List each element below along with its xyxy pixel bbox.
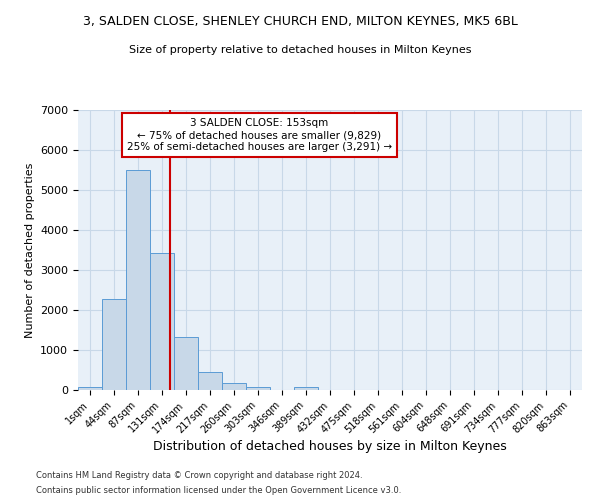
- Bar: [78, 387, 102, 390]
- Text: Contains public sector information licensed under the Open Government Licence v3: Contains public sector information licen…: [36, 486, 401, 495]
- Bar: [150, 253, 174, 390]
- Y-axis label: Number of detached properties: Number of detached properties: [25, 162, 35, 338]
- Text: Contains HM Land Registry data © Crown copyright and database right 2024.: Contains HM Land Registry data © Crown c…: [36, 471, 362, 480]
- Bar: [222, 384, 246, 390]
- Text: Size of property relative to detached houses in Milton Keynes: Size of property relative to detached ho…: [129, 45, 471, 55]
- Bar: [102, 299, 126, 390]
- Text: 3, SALDEN CLOSE, SHENLEY CHURCH END, MILTON KEYNES, MK5 6BL: 3, SALDEN CLOSE, SHENLEY CHURCH END, MIL…: [83, 15, 517, 28]
- X-axis label: Distribution of detached houses by size in Milton Keynes: Distribution of detached houses by size …: [153, 440, 507, 454]
- Text: 3 SALDEN CLOSE: 153sqm
← 75% of detached houses are smaller (9,829)
25% of semi-: 3 SALDEN CLOSE: 153sqm ← 75% of detached…: [127, 118, 392, 152]
- Bar: [174, 337, 198, 390]
- Bar: [126, 170, 150, 390]
- Bar: [246, 387, 270, 390]
- Bar: [294, 387, 318, 390]
- Bar: [198, 372, 222, 390]
